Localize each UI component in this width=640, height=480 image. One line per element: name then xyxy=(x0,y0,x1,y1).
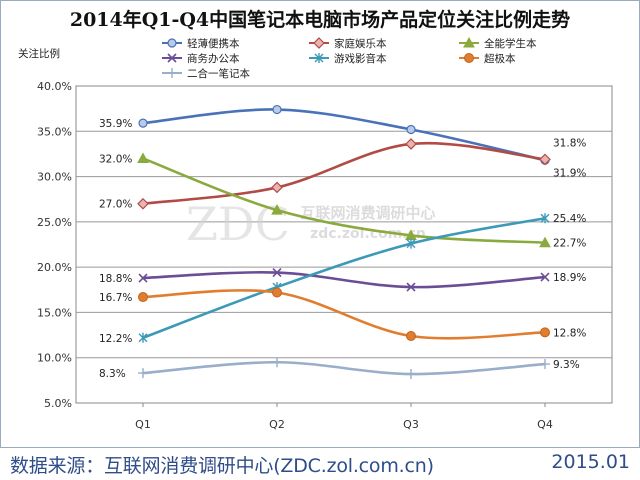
data-point xyxy=(406,238,416,249)
data-label: 16.7% xyxy=(99,292,132,304)
data-point xyxy=(406,330,416,341)
series-line xyxy=(142,216,546,340)
data-point xyxy=(540,272,550,282)
series-line xyxy=(142,360,546,376)
legend-marker xyxy=(313,37,325,49)
x-tick-label: Q4 xyxy=(537,418,553,431)
data-label: 18.9% xyxy=(553,272,586,284)
legend-entry: 家庭娱乐本 xyxy=(334,37,387,50)
series-line xyxy=(142,108,546,162)
source-note: 数据来源：互联网消费调研中心(ZDC.zol.com.cn) xyxy=(10,455,434,477)
legend-marker xyxy=(167,38,177,48)
y-tick-label: 15.0% xyxy=(37,306,72,319)
y-tick-label: 20.0% xyxy=(37,261,72,274)
data-point xyxy=(138,273,148,283)
x-tick-label: Q3 xyxy=(403,418,419,431)
x-tick-label: Q1 xyxy=(135,418,151,431)
data-point xyxy=(138,118,148,128)
chart-frame xyxy=(0,0,640,448)
y-axis-label: 关注比例 xyxy=(18,47,60,60)
legend-entry: 商务办公本 xyxy=(187,52,240,65)
data-point xyxy=(138,292,148,303)
footer-bar: 数据来源：互联网消费调研中心(ZDC.zol.com.cn) 2015.01 xyxy=(0,448,640,480)
data-label: 31.8% xyxy=(553,137,586,149)
data-point xyxy=(272,104,282,115)
series-line xyxy=(142,271,546,289)
legend-entry: 全能学生本 xyxy=(484,37,537,50)
date-stamp: 2015.01 xyxy=(551,451,630,473)
legend-marker xyxy=(314,53,324,63)
legend-marker xyxy=(464,53,474,63)
legend-entry: 轻薄便携本 xyxy=(187,37,240,50)
data-point xyxy=(138,368,148,379)
data-point xyxy=(271,204,283,215)
data-point xyxy=(137,197,149,210)
legend-entry: 超极本 xyxy=(484,52,516,65)
x-tick-label: Q2 xyxy=(269,418,285,431)
data-point xyxy=(271,181,283,194)
watermark-url: zdc.zol.com.cn xyxy=(310,226,426,242)
legend-marker xyxy=(167,68,177,78)
data-label: 18.8% xyxy=(99,273,132,285)
y-tick-label: 25.0% xyxy=(37,216,72,229)
data-label: 31.9% xyxy=(553,167,586,179)
y-tick-label: 10.0% xyxy=(37,352,72,365)
data-point xyxy=(540,213,550,224)
legend-marker xyxy=(463,36,475,48)
legend-entry: 游戏影音本 xyxy=(334,52,387,65)
watermark-logo: ZDC xyxy=(186,197,290,251)
y-tick-label: 35.0% xyxy=(37,125,72,138)
data-point xyxy=(272,357,282,368)
series-line xyxy=(142,289,546,340)
data-point xyxy=(406,124,416,135)
series-line xyxy=(142,141,546,206)
data-label: 35.9% xyxy=(99,118,132,130)
data-label: 27.0% xyxy=(99,199,132,211)
chart-title: 2014年Q1-Q4中国笔记本电脑市场产品定位关注比例走势 xyxy=(70,8,570,31)
y-tick-label: 30.0% xyxy=(37,171,72,184)
watermark-text: 互联网消费调研中心 xyxy=(300,204,435,222)
legend-entry: 二合一笔记本 xyxy=(187,67,250,80)
data-label: 25.4% xyxy=(553,213,586,225)
data-point xyxy=(540,359,550,370)
data-point xyxy=(539,236,551,248)
data-point xyxy=(272,268,282,278)
data-point xyxy=(272,287,282,298)
y-tick-label: 40.0% xyxy=(37,80,72,93)
series-line xyxy=(142,157,546,244)
data-label: 22.7% xyxy=(553,238,586,250)
y-tick-label: 5.0% xyxy=(44,397,72,410)
data-label: 8.3% xyxy=(99,368,126,380)
data-point xyxy=(406,369,416,380)
data-point xyxy=(405,138,417,150)
legend-marker xyxy=(167,53,177,63)
data-label: 32.0% xyxy=(99,153,132,165)
data-label: 9.3% xyxy=(553,359,580,371)
data-point xyxy=(540,327,550,338)
data-point xyxy=(539,153,551,166)
data-point xyxy=(138,332,148,343)
data-label: 12.2% xyxy=(99,333,132,345)
data-point xyxy=(406,282,416,292)
data-point xyxy=(137,152,149,163)
plot-area xyxy=(75,85,613,404)
data-label: 12.8% xyxy=(553,327,586,339)
